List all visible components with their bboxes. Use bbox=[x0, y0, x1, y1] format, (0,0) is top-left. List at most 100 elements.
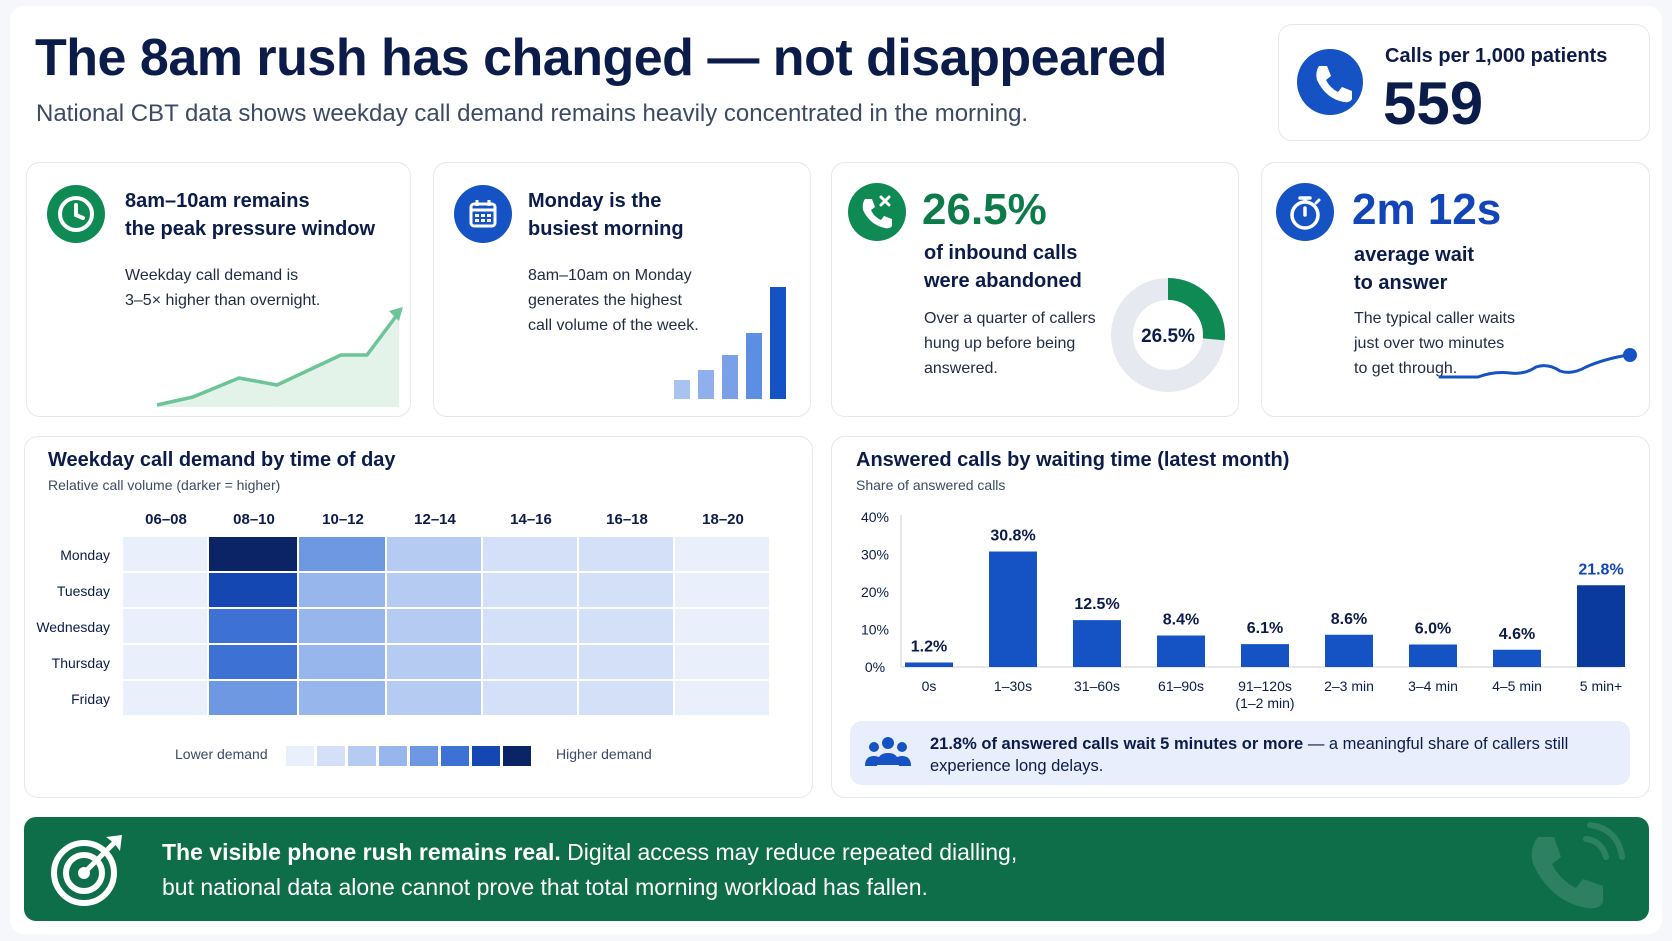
card-title-line2: busiest morning bbox=[528, 218, 684, 240]
heatmap-cell bbox=[123, 645, 209, 681]
heatmap-cell bbox=[483, 645, 579, 681]
donut-arc bbox=[1111, 278, 1225, 392]
bar bbox=[905, 662, 953, 667]
legend-high-label: Higher demand bbox=[556, 746, 652, 762]
card-body-line2: 3–5× higher than overnight. bbox=[125, 292, 321, 309]
heatmap-cell bbox=[387, 645, 483, 681]
wait-big-value: 2m 12s bbox=[1352, 185, 1502, 234]
y-tick-label: 30% bbox=[861, 547, 889, 563]
donut-label: 26.5% bbox=[1141, 326, 1195, 347]
banner-line2: but national data alone cannot prove tha… bbox=[162, 874, 928, 900]
card-busiest-monday: Monday is the busiest morning 8am–10am o… bbox=[433, 162, 811, 417]
legend-swatch bbox=[503, 746, 531, 766]
bar-value-label: 8.6% bbox=[1331, 611, 1367, 628]
callout-long-waits: 21.8% of answered calls wait 5 minutes o… bbox=[850, 721, 1630, 785]
y-tick-label: 40% bbox=[861, 509, 889, 525]
bar-value-label: 30.8% bbox=[990, 528, 1035, 545]
heatmap-row-label: Tuesday bbox=[56, 583, 110, 599]
bar-value-label: 6.0% bbox=[1415, 621, 1451, 638]
y-tick-label: 0% bbox=[865, 659, 885, 675]
heatmap-cell bbox=[387, 681, 483, 717]
heatmap-cell bbox=[483, 537, 579, 573]
kpi-label: Calls per 1,000 patients bbox=[1385, 45, 1608, 67]
heatmap-cell bbox=[387, 573, 483, 609]
legend-swatch bbox=[441, 746, 469, 766]
heatmap-cell bbox=[209, 681, 299, 717]
heatmap-cell bbox=[299, 645, 387, 681]
card-body-line3: answered. bbox=[924, 360, 998, 377]
heatmap-cell bbox=[209, 645, 299, 681]
x-tick-label: 31–60s bbox=[1074, 678, 1120, 694]
bar bbox=[1493, 649, 1541, 667]
phone-missed-icon bbox=[848, 183, 906, 241]
heatmap-column-label: 06–08 bbox=[145, 511, 187, 528]
card-title-line1: 8am–10am remains bbox=[125, 190, 310, 212]
heatmap-cell bbox=[579, 537, 675, 573]
y-tick-label: 10% bbox=[861, 622, 889, 638]
card-title-line1: average wait bbox=[1354, 244, 1475, 266]
heatmap-row-label: Thursday bbox=[51, 655, 110, 671]
heatmap-cell bbox=[387, 609, 483, 645]
heatmap-column-label: 16–18 bbox=[606, 511, 648, 528]
heatmap-column-label: 14–16 bbox=[510, 511, 552, 528]
x-tick-label: 61–90s bbox=[1158, 678, 1204, 694]
heatmap-column-label: 10–12 bbox=[322, 511, 364, 528]
heatmap-column-label: 18–20 bbox=[702, 511, 744, 528]
heatmap-cell bbox=[123, 573, 209, 609]
bar bbox=[1157, 635, 1205, 667]
x-tick-label: 1–30s bbox=[994, 678, 1032, 694]
x-tick-label: 3–4 min bbox=[1408, 678, 1458, 694]
phone-watermark-icon bbox=[1524, 819, 1634, 921]
bar-value-label: 4.6% bbox=[1499, 626, 1535, 643]
kpi-calls-per-1000: Calls per 1,000 patients 559 bbox=[1278, 24, 1650, 141]
heatmap-cell bbox=[387, 537, 483, 573]
heatmap-cell bbox=[675, 645, 771, 681]
legend-swatch bbox=[379, 746, 407, 766]
bar bbox=[1409, 644, 1457, 667]
page-subtitle: National CBT data shows weekday call dem… bbox=[36, 100, 1029, 127]
heatmap-cell bbox=[299, 609, 387, 645]
bottom-banner: The visible phone rush remains real. Dig… bbox=[24, 817, 1649, 921]
card-body-line1: 8am–10am on Monday bbox=[528, 267, 692, 284]
heatmap-row-label: Monday bbox=[60, 547, 110, 563]
legend-swatch bbox=[472, 746, 500, 766]
heatmap-row-label: Wednesday bbox=[36, 619, 110, 635]
banner-bold: The visible phone rush remains real. bbox=[162, 839, 561, 865]
heatmap-cell bbox=[579, 645, 675, 681]
bar-value-label: 6.1% bbox=[1247, 620, 1283, 637]
legend-low-label: Lower demand bbox=[175, 746, 268, 762]
waiting-time-bar-chart: 0% 10% 20% 30% 40% 1.2% 0s 30.8% 1–30s 12.5% 31–60… bbox=[861, 509, 1625, 711]
wait-sparkline bbox=[1438, 348, 1637, 379]
callout-rest: — a meaningful share of callers still ex… bbox=[930, 735, 1569, 775]
bar-value-label: 1.2% bbox=[911, 639, 947, 656]
heatmap-cell bbox=[579, 609, 675, 645]
x-tick-label: 91–120s bbox=[1238, 678, 1292, 694]
heatmap-cell bbox=[299, 537, 387, 573]
card-title-line1: of inbound calls bbox=[924, 242, 1078, 264]
card-average-wait: 2m 12s average wait to answer The typica… bbox=[1261, 162, 1650, 417]
heatmap-cell bbox=[675, 573, 771, 609]
card-body-line3: to get through. bbox=[1354, 360, 1458, 377]
target-icon bbox=[46, 829, 128, 916]
abandoned-big-value: 26.5% bbox=[922, 185, 1047, 234]
x-tick-label: 4–5 min bbox=[1492, 678, 1542, 694]
heatmap-cell bbox=[123, 681, 209, 717]
heatmap-cell bbox=[299, 681, 387, 717]
x-tick-sublabel: (1–2 min) bbox=[1235, 695, 1294, 711]
card-title-line2: were abandoned bbox=[924, 270, 1082, 292]
card-abandoned-calls: 26.5% of inbound calls were abandoned Ov… bbox=[831, 162, 1239, 417]
legend-swatch bbox=[410, 746, 438, 766]
card-title-line2: to answer bbox=[1354, 272, 1448, 294]
page-title: The 8am rush has changed — not disappear… bbox=[35, 29, 1167, 87]
bar-value-label: 21.8% bbox=[1578, 561, 1623, 578]
legend-swatch bbox=[348, 746, 376, 766]
heatmap-cell bbox=[675, 681, 771, 717]
trend-sparkline bbox=[156, 307, 403, 407]
calendar-icon bbox=[454, 185, 512, 243]
heatmap-cell bbox=[209, 573, 299, 609]
card-body-line1: Over a quarter of callers bbox=[924, 310, 1096, 327]
mini-bar-chart bbox=[674, 287, 786, 399]
x-tick-label: 2–3 min bbox=[1324, 678, 1374, 694]
users-icon bbox=[864, 733, 912, 778]
abandoned-donut: 26.5% bbox=[1111, 278, 1225, 392]
